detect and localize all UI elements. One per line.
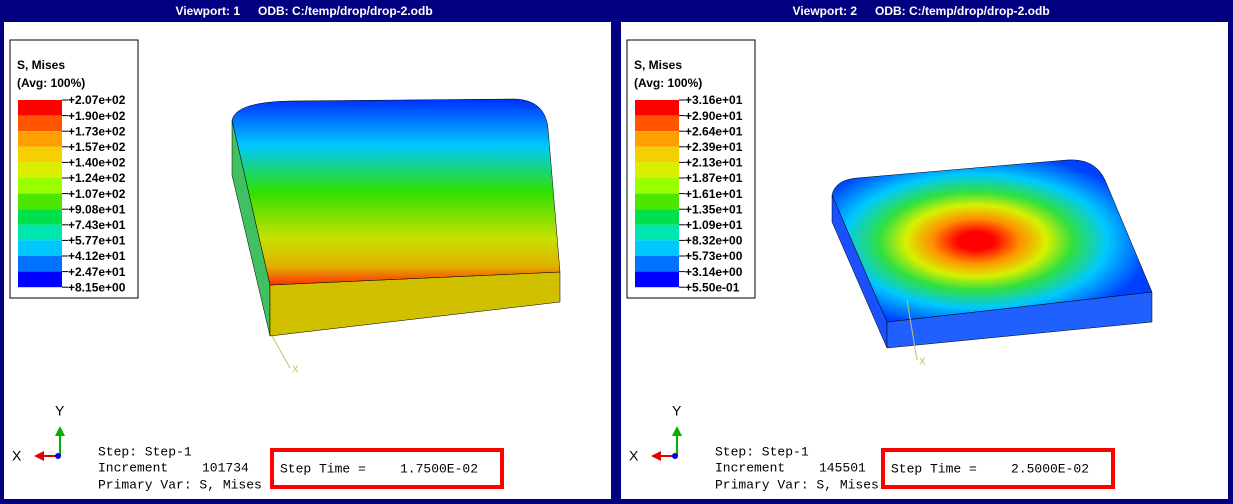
legend-color (18, 225, 62, 241)
legend-label: +3.14e+00 (685, 265, 743, 279)
viewport-title: Viewport: 1 (176, 4, 241, 18)
legend-color (635, 209, 679, 225)
legend-color (635, 178, 679, 194)
legend-label: +5.77e+01 (68, 234, 126, 248)
triad-z (672, 453, 678, 459)
legend-subtitle: (Avg: 100%) (634, 76, 702, 90)
step-time-label: Step Time = (891, 461, 977, 476)
model-top (232, 99, 560, 285)
legend-label: +2.47e+01 (68, 265, 126, 279)
legend-label: +7.43e+01 (68, 218, 126, 232)
legend-color (18, 209, 62, 225)
legend-label: +2.90e+01 (685, 109, 743, 123)
legend-subtitle: (Avg: 100%) (17, 76, 85, 90)
triad-y-label: Y (672, 403, 682, 419)
viewport: Viewport: 2 ODB: C:/temp/drop/drop-2.odb X… (617, 0, 1229, 499)
legend-label: +8.15e+00 (68, 280, 126, 294)
increment-label: Increment (98, 460, 168, 475)
legend-color (18, 240, 62, 256)
step-info: Step: Step-1 (98, 444, 192, 459)
legend-label: +2.39e+01 (685, 140, 743, 154)
legend-color (18, 100, 62, 116)
legend-color (635, 116, 679, 132)
legend-label: +2.13e+01 (685, 156, 743, 170)
legend-color (635, 162, 679, 178)
legend-label: +1.40e+02 (68, 156, 126, 170)
odb-path: ODB: C:/temp/drop/drop-2.odb (875, 4, 1050, 18)
viewport: Viewport: 1 ODB: C:/temp/drop/drop-2.odb X… (0, 0, 612, 499)
legend-label: +2.07e+02 (68, 93, 126, 107)
increment-label: Increment (715, 460, 785, 475)
legend-label: +5.50e-01 (685, 280, 740, 294)
legend-color (18, 131, 62, 147)
increment-value: 145501 (819, 460, 866, 475)
legend-label: +8.32e+00 (685, 234, 743, 248)
legend-color (18, 194, 62, 210)
legend-color (18, 116, 62, 132)
odb-path: ODB: C:/temp/drop/drop-2.odb (258, 4, 433, 18)
legend-color (635, 147, 679, 163)
step-time-value: 2.5000E-02 (1011, 461, 1089, 476)
model-top (832, 160, 1152, 322)
legend-color (18, 147, 62, 163)
viewport-canvas: Viewport: 1 ODB: C:/temp/drop/drop-2.odb X… (0, 0, 612, 499)
legend-label: +1.87e+01 (685, 171, 743, 185)
viewport-title: Viewport: 2 (793, 4, 858, 18)
legend-label: +4.12e+01 (68, 249, 126, 263)
legend-label: +1.09e+01 (685, 218, 743, 232)
legend-label: +1.90e+02 (68, 109, 126, 123)
triad-y-label: Y (55, 403, 65, 419)
legend-color (18, 162, 62, 178)
legend-label: +3.16e+01 (685, 93, 743, 107)
legend-label: +1.73e+02 (68, 124, 126, 138)
primary-var: Primary Var: S, Mises (715, 477, 879, 492)
triad-z (55, 453, 61, 459)
legend-label: +9.08e+01 (68, 202, 126, 216)
viewport-canvas: Viewport: 2 ODB: C:/temp/drop/drop-2.odb X… (617, 0, 1229, 499)
legend-color (635, 225, 679, 241)
triad-x-label: X (629, 448, 639, 464)
legend-title: S, Mises (634, 58, 682, 72)
legend-label: +1.35e+01 (685, 202, 743, 216)
legend-color (18, 178, 62, 194)
legend-label: +2.64e+01 (685, 124, 743, 138)
abaqus-window: Viewport: 1 ODB: C:/temp/drop/drop-2.odb X… (0, 0, 1233, 499)
legend-color (635, 100, 679, 116)
legend-color (18, 256, 62, 272)
triad-x-label: X (12, 448, 22, 464)
legend-color (635, 272, 679, 288)
legend-color (635, 194, 679, 210)
model-axis-label: X (292, 365, 299, 376)
legend-color (18, 272, 62, 288)
step-time-label: Step Time = (280, 461, 366, 476)
legend-label: +1.61e+01 (685, 187, 743, 201)
primary-var: Primary Var: S, Mises (98, 477, 262, 492)
legend-color (635, 240, 679, 256)
legend-color (635, 131, 679, 147)
legend-label: +5.73e+00 (685, 249, 743, 263)
step-time-value: 1.7500E-02 (400, 461, 478, 476)
legend-label: +1.07e+02 (68, 187, 126, 201)
legend-label: +1.24e+02 (68, 171, 126, 185)
legend-color (635, 256, 679, 272)
legend-label: +1.57e+02 (68, 140, 126, 154)
model-axis-label: X (919, 357, 926, 368)
step-info: Step: Step-1 (715, 444, 809, 459)
legend-title: S, Mises (17, 58, 65, 72)
increment-value: 101734 (202, 460, 249, 475)
